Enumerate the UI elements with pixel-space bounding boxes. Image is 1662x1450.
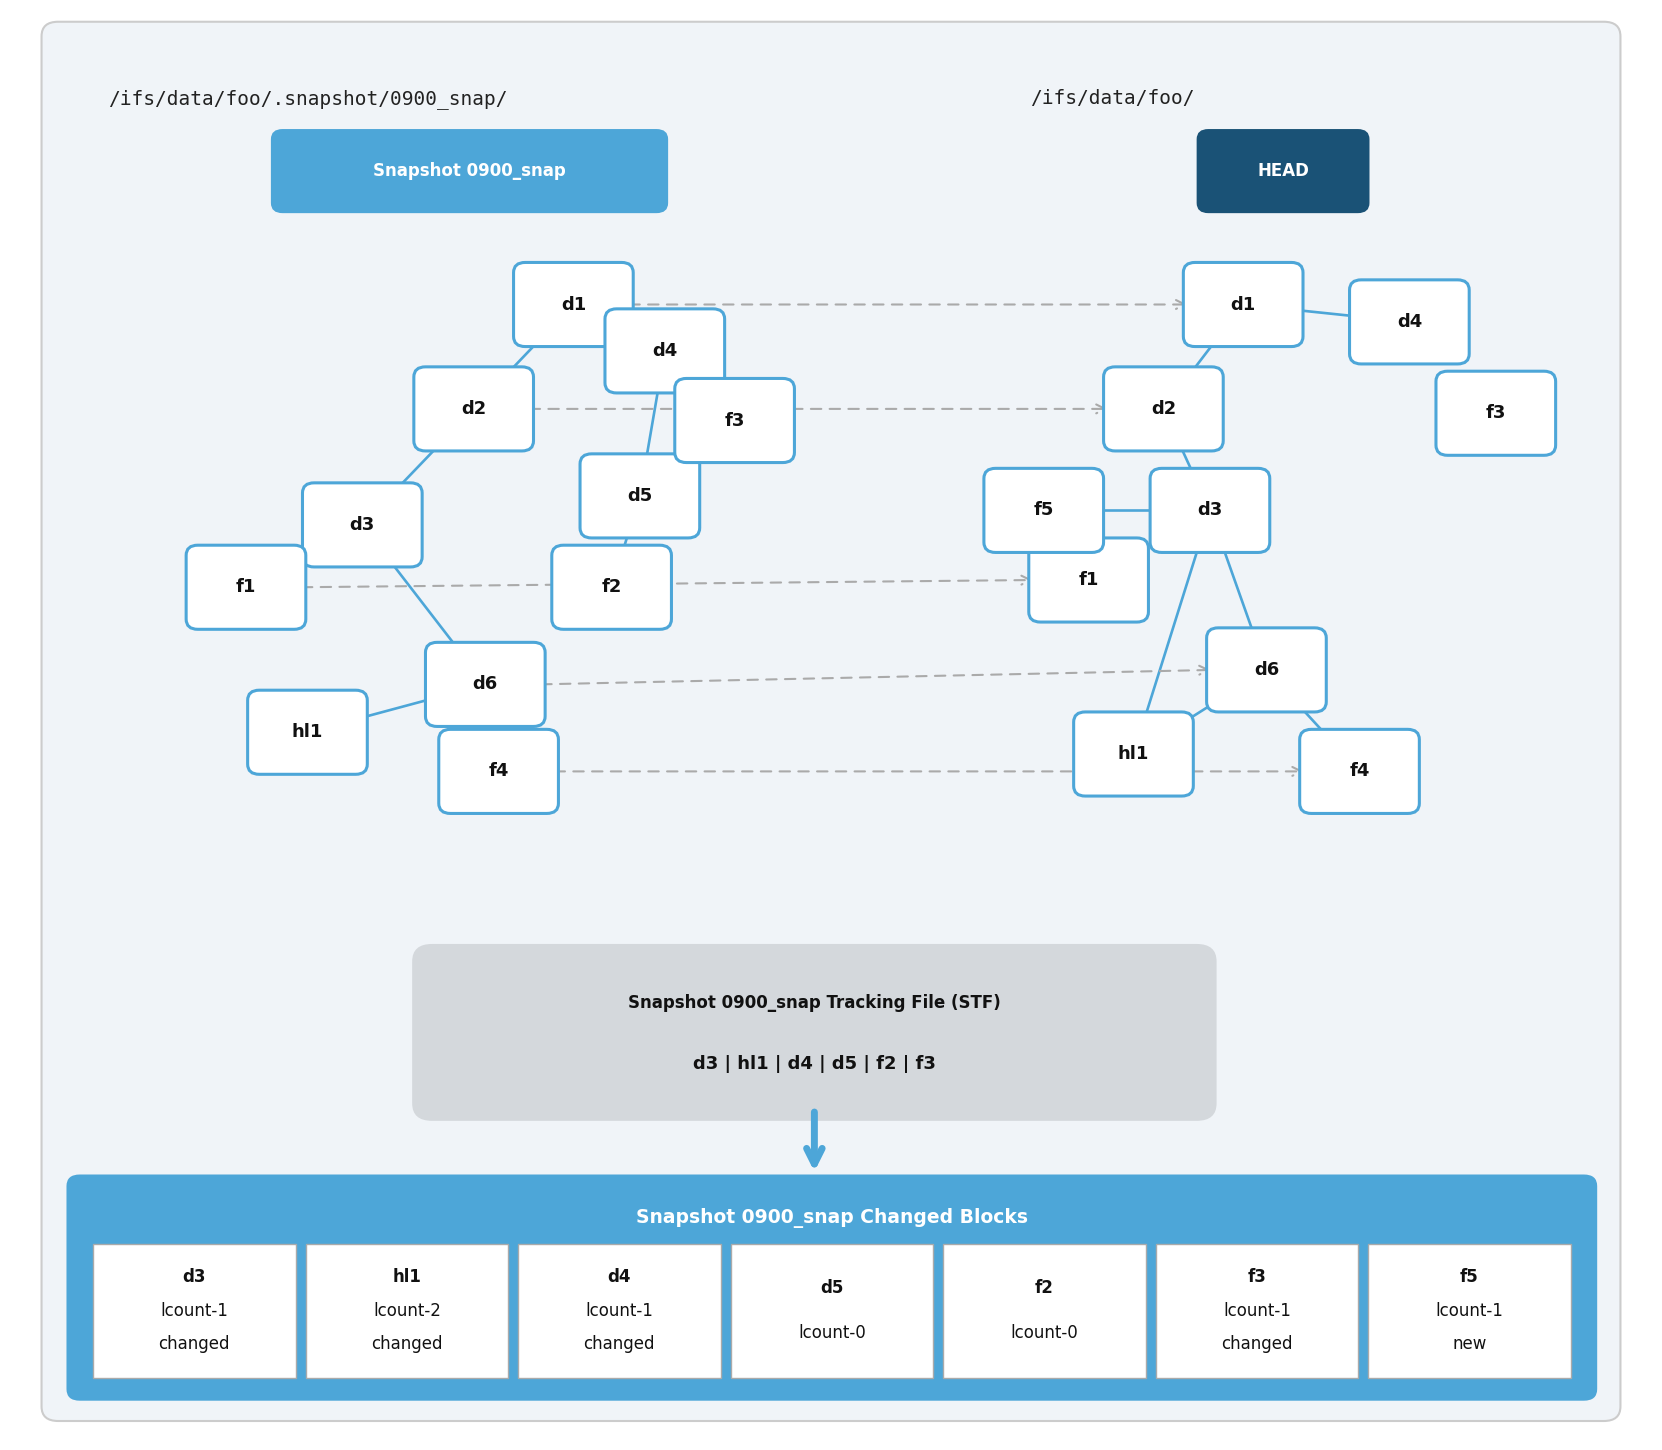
Text: changed: changed	[583, 1335, 655, 1353]
FancyBboxPatch shape	[1155, 1244, 1358, 1377]
Text: lcount-2: lcount-2	[372, 1302, 440, 1320]
FancyBboxPatch shape	[1368, 1244, 1571, 1377]
FancyBboxPatch shape	[552, 545, 671, 629]
Text: lcount-0: lcount-0	[798, 1324, 866, 1341]
Text: /ifs/data/foo/.snapshot/0900_snap/: /ifs/data/foo/.snapshot/0900_snap/	[108, 88, 507, 109]
Text: f5: f5	[1459, 1267, 1479, 1286]
Text: changed: changed	[158, 1335, 229, 1353]
Text: f3: f3	[1486, 405, 1506, 422]
Text: f2: f2	[1035, 1279, 1054, 1298]
FancyBboxPatch shape	[412, 944, 1217, 1121]
Text: HEAD: HEAD	[1256, 162, 1310, 180]
Text: d4: d4	[608, 1267, 632, 1286]
Text: d2: d2	[1150, 400, 1177, 418]
Text: lcount-1: lcount-1	[161, 1302, 228, 1320]
FancyBboxPatch shape	[1104, 367, 1223, 451]
Text: Snapshot 0900_snap: Snapshot 0900_snap	[374, 162, 565, 180]
Text: Snapshot 0900_snap Tracking File (STF): Snapshot 0900_snap Tracking File (STF)	[628, 995, 1001, 1012]
Text: hl1: hl1	[293, 724, 322, 741]
FancyBboxPatch shape	[1300, 729, 1419, 813]
FancyBboxPatch shape	[519, 1244, 721, 1377]
FancyBboxPatch shape	[1150, 468, 1270, 552]
FancyBboxPatch shape	[414, 367, 534, 451]
Text: d5: d5	[627, 487, 653, 505]
Text: lcount-1: lcount-1	[1223, 1302, 1291, 1320]
Text: f3: f3	[1248, 1267, 1266, 1286]
FancyBboxPatch shape	[1350, 280, 1469, 364]
Text: f4: f4	[1350, 763, 1369, 780]
Text: hl1: hl1	[1119, 745, 1148, 763]
FancyBboxPatch shape	[93, 1244, 296, 1377]
FancyBboxPatch shape	[580, 454, 700, 538]
FancyBboxPatch shape	[984, 468, 1104, 552]
Text: new: new	[1453, 1335, 1486, 1353]
FancyBboxPatch shape	[1029, 538, 1148, 622]
Text: f3: f3	[725, 412, 745, 429]
FancyBboxPatch shape	[42, 22, 1620, 1421]
Text: d4: d4	[652, 342, 678, 360]
Text: f5: f5	[1034, 502, 1054, 519]
FancyBboxPatch shape	[1197, 129, 1369, 213]
Text: d1: d1	[560, 296, 587, 313]
Text: d4: d4	[1396, 313, 1423, 331]
FancyBboxPatch shape	[425, 642, 545, 726]
FancyBboxPatch shape	[1183, 262, 1303, 347]
FancyBboxPatch shape	[306, 1244, 509, 1377]
Text: d3: d3	[183, 1267, 206, 1286]
Text: d3: d3	[349, 516, 376, 534]
FancyBboxPatch shape	[248, 690, 367, 774]
FancyBboxPatch shape	[439, 729, 558, 813]
FancyBboxPatch shape	[66, 1174, 1597, 1401]
Text: f2: f2	[602, 579, 622, 596]
FancyBboxPatch shape	[302, 483, 422, 567]
FancyBboxPatch shape	[731, 1244, 932, 1377]
Text: lcount-0: lcount-0	[1010, 1324, 1079, 1341]
Text: d6: d6	[1253, 661, 1280, 679]
Text: f4: f4	[489, 763, 509, 780]
Text: d5: d5	[819, 1279, 844, 1298]
FancyBboxPatch shape	[271, 129, 668, 213]
Text: lcount-1: lcount-1	[585, 1302, 653, 1320]
Text: changed: changed	[371, 1335, 442, 1353]
Text: hl1: hl1	[392, 1267, 420, 1286]
Text: d3: d3	[1197, 502, 1223, 519]
FancyBboxPatch shape	[675, 378, 794, 463]
FancyBboxPatch shape	[1074, 712, 1193, 796]
Text: f1: f1	[236, 579, 256, 596]
Text: /ifs/data/foo/: /ifs/data/foo/	[1030, 88, 1195, 109]
FancyBboxPatch shape	[514, 262, 633, 347]
Text: f1: f1	[1079, 571, 1099, 589]
Text: changed: changed	[1222, 1335, 1293, 1353]
Text: d1: d1	[1230, 296, 1256, 313]
FancyBboxPatch shape	[1436, 371, 1556, 455]
Text: lcount-1: lcount-1	[1436, 1302, 1502, 1320]
Text: d3 | hl1 | d4 | d5 | f2 | f3: d3 | hl1 | d4 | d5 | f2 | f3	[693, 1056, 936, 1073]
FancyBboxPatch shape	[942, 1244, 1145, 1377]
FancyBboxPatch shape	[186, 545, 306, 629]
Text: d6: d6	[472, 676, 499, 693]
FancyBboxPatch shape	[1207, 628, 1326, 712]
Text: Snapshot 0900_snap Changed Blocks: Snapshot 0900_snap Changed Blocks	[637, 1208, 1027, 1228]
FancyBboxPatch shape	[605, 309, 725, 393]
Text: d2: d2	[460, 400, 487, 418]
